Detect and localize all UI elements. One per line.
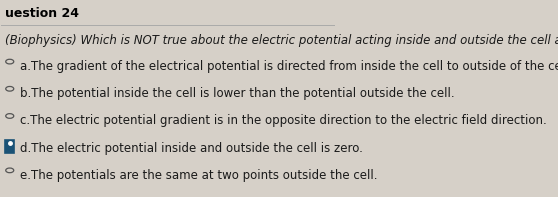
Text: d.The electric potential inside and outside the cell is zero.: d.The electric potential inside and outs… xyxy=(20,142,363,155)
Text: uestion 24: uestion 24 xyxy=(4,7,79,20)
Text: c.The electric potential gradient is in the opposite direction to the electric f: c.The electric potential gradient is in … xyxy=(20,114,546,127)
Text: (Biophysics) Which is NOT true about the electric potential acting inside and ou: (Biophysics) Which is NOT true about the… xyxy=(4,34,558,47)
Text: e.The potentials are the same at two points outside the cell.: e.The potentials are the same at two poi… xyxy=(20,169,377,182)
Text: a.The gradient of the electrical potential is directed from inside the cell to o: a.The gradient of the electrical potenti… xyxy=(20,60,558,73)
FancyBboxPatch shape xyxy=(4,140,15,153)
Text: b.The potential inside the cell is lower than the potential outside the cell.: b.The potential inside the cell is lower… xyxy=(20,87,454,100)
